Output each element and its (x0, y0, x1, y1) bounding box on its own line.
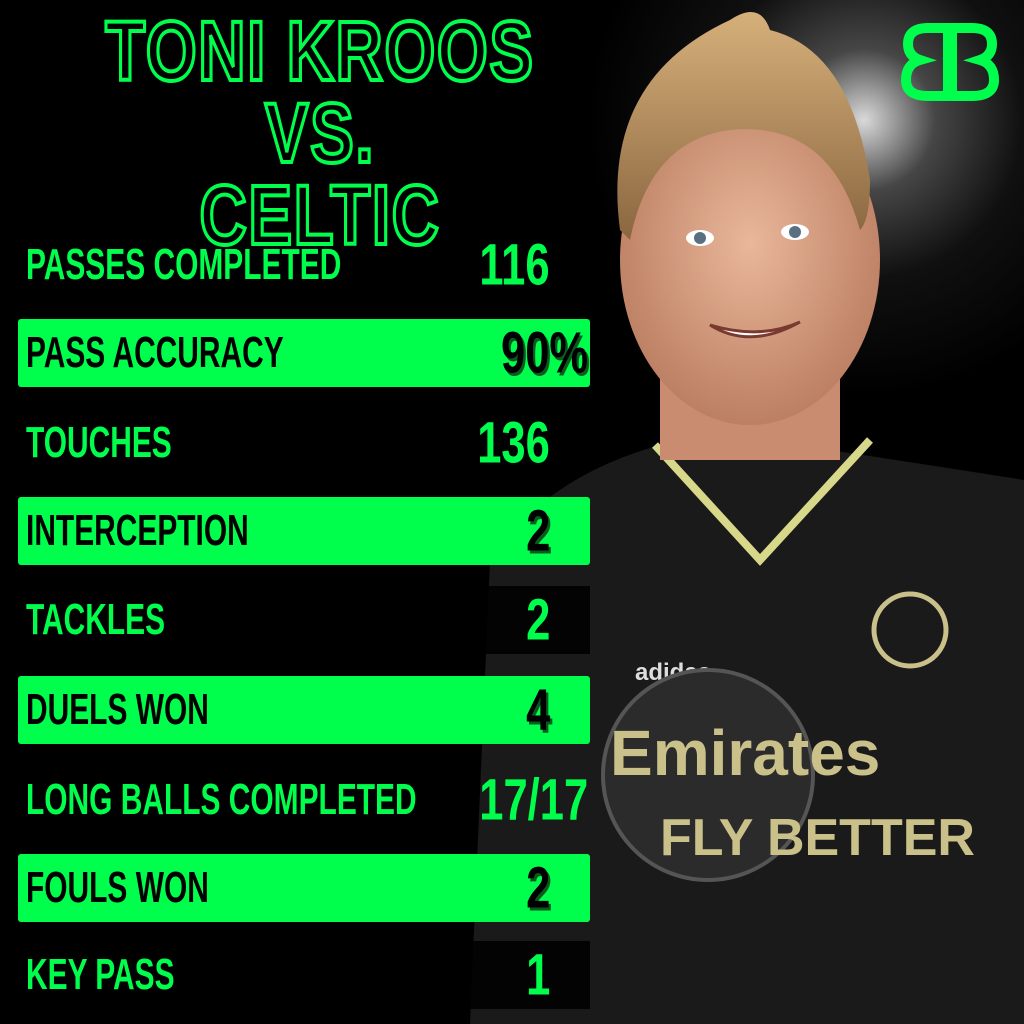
stat-label: INTERCEPTION (26, 506, 249, 555)
title-line-2: CELTIC (198, 168, 441, 262)
stat-label: KEY PASS (26, 950, 175, 999)
stat-value: 90% (500, 320, 588, 386)
stat-value: 17/17 (479, 767, 588, 833)
stat-row: KEY PASS 1 (18, 941, 590, 1009)
stat-value: 2 (525, 498, 550, 564)
stat-row: TOUCHES 136 (18, 409, 590, 477)
player-photo: adidas Emirates FLY BETTER (470, 12, 1024, 1024)
stat-label: LONG BALLS COMPLETED (26, 775, 417, 824)
stat-row: INTERCEPTION 2 (18, 497, 590, 565)
stat-value: 116 (479, 232, 550, 298)
stat-row: PASSES COMPLETED 116 (18, 231, 590, 299)
svg-text:Emirates: Emirates (610, 717, 880, 789)
svg-text:FLY BETTER: FLY BETTER (660, 809, 975, 867)
stat-row: PASS ACCURACY 90% (18, 319, 590, 387)
stat-label: DUELS WON (26, 685, 209, 734)
stat-row: TACKLES 2 (18, 586, 590, 654)
stat-label: TACKLES (26, 595, 166, 644)
stat-row: FOULS WON 2 (18, 854, 590, 922)
stat-value: 4 (525, 677, 550, 743)
bb-logo-icon (900, 23, 1000, 101)
stat-value: 1 (525, 942, 550, 1008)
stat-value: 136 (477, 410, 550, 476)
stat-row: LONG BALLS COMPLETED 17/17 (18, 766, 590, 834)
stat-label: PASS ACCURACY (26, 328, 284, 377)
stat-label: TOUCHES (26, 418, 172, 467)
stat-row: DUELS WON 4 (18, 676, 590, 744)
page-title: TONI KROOS VS. CELTIC (20, 4, 620, 262)
stat-label: FOULS WON (26, 863, 209, 912)
stat-label: PASSES COMPLETED (26, 240, 342, 289)
stat-value: 2 (525, 587, 550, 653)
title-line-1: TONI KROOS VS. (104, 4, 535, 180)
stat-value: 2 (525, 855, 550, 921)
